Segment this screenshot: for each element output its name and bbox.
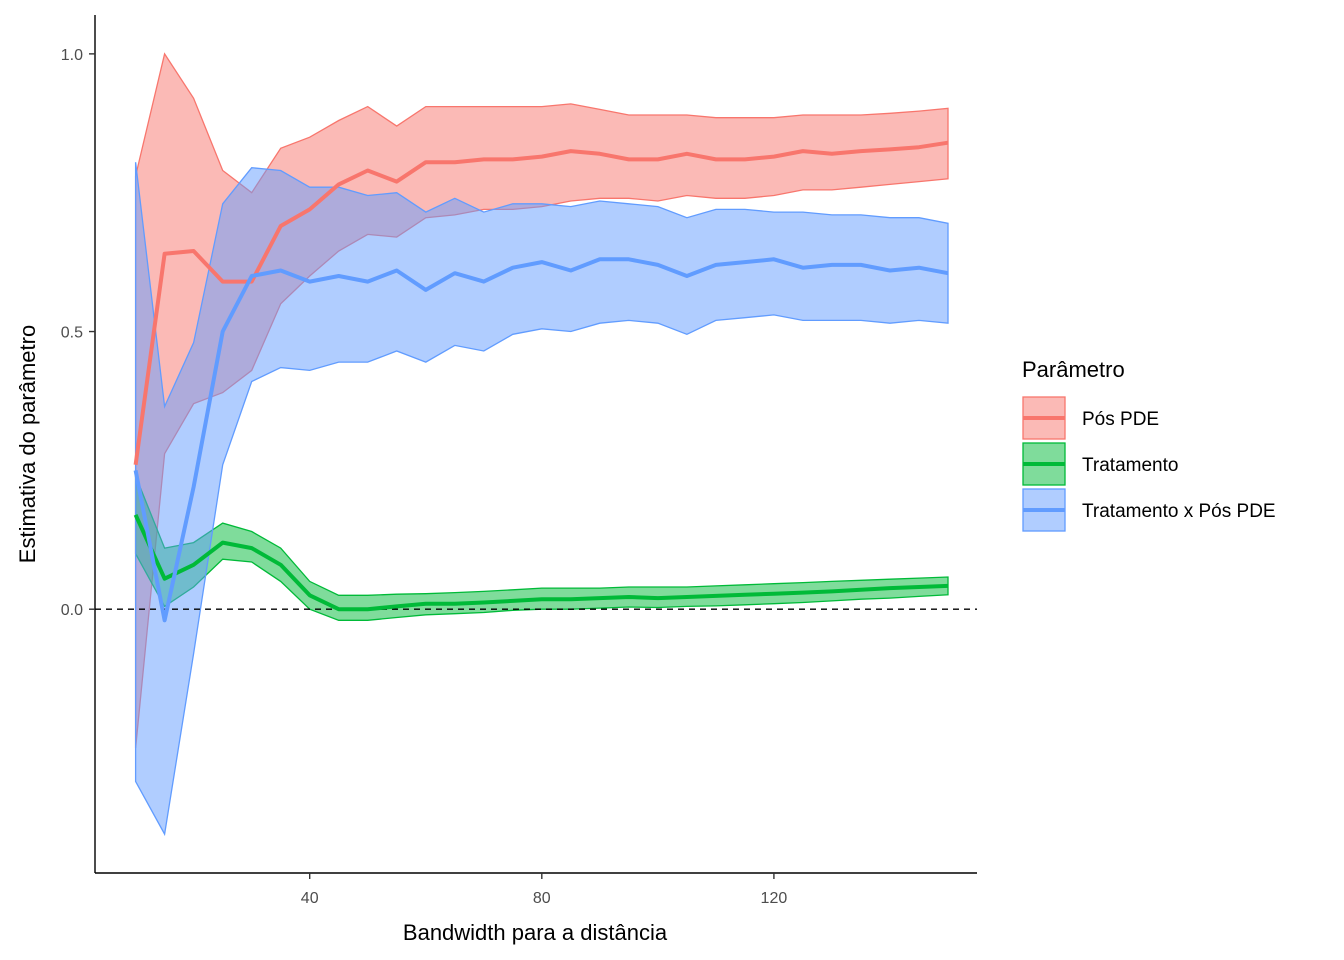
y-axis-title: Estimativa do parâmetro <box>15 325 40 563</box>
legend-item-tratamento: Tratamento <box>1022 442 1178 486</box>
confidence-bands <box>134 52 949 837</box>
x-tick-label: 120 <box>761 890 788 907</box>
legend-label: Tratamento <box>1082 455 1178 476</box>
line-tratamento-x-pos-pde <box>133 257 949 623</box>
series-lines <box>133 140 949 623</box>
legend-item-pos-pde: Pós PDE <box>1022 396 1159 440</box>
legend-items: Pós PDE Tratamento Tratamento x Pós PDE <box>1022 396 1276 532</box>
y-tick-label: 0.0 <box>61 602 83 619</box>
line-pos-pde <box>133 140 949 466</box>
legend-label: Tratamento x Pós PDE <box>1082 501 1276 522</box>
legend-title: Parâmetro <box>1022 357 1125 382</box>
y-tick-label: 1.0 <box>61 47 83 64</box>
x-tick-label: 40 <box>301 890 319 907</box>
x-axis-ticks: 40 80 120 <box>301 873 788 907</box>
legend-item-tratamento-x-pos-pde: Tratamento x Pós PDE <box>1022 488 1276 532</box>
x-tick-label: 80 <box>533 890 551 907</box>
band-tratamento <box>134 475 949 621</box>
line-tratamento <box>133 513 949 612</box>
x-axis-title: Bandwidth para a distância <box>403 920 668 945</box>
y-axis-ticks: 0.0 0.5 1.0 <box>61 47 95 619</box>
legend-label: Pós PDE <box>1082 409 1159 430</box>
band-tratamento-x-pos-pde <box>134 162 949 837</box>
legend: Parâmetro Pós PDE Tratamento Tratamento x … <box>1022 357 1276 532</box>
y-tick-label: 0.5 <box>61 325 83 342</box>
